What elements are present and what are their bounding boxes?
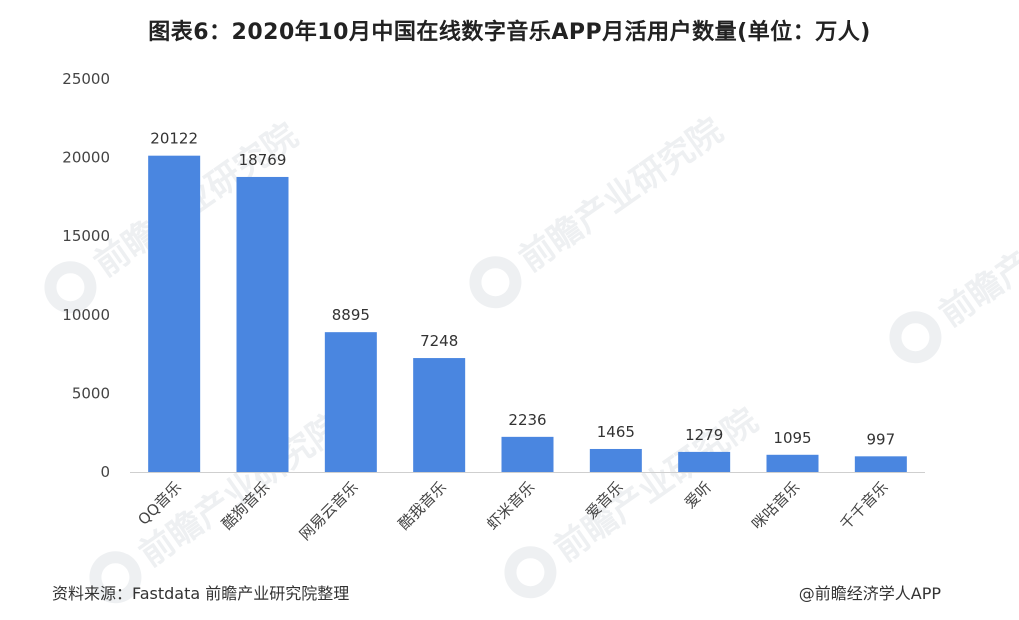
- bar: [324, 332, 377, 472]
- data-label: 20122: [150, 130, 198, 148]
- data-label: 2236: [508, 411, 546, 429]
- y-tick-label: 0: [100, 463, 110, 481]
- category-label: 酷我音乐: [395, 478, 450, 533]
- watermark-logo-hole: [56, 273, 85, 302]
- bar: [413, 358, 466, 472]
- y-tick-label: 20000: [62, 149, 110, 167]
- watermark-text: 前瞻产业研究院: [932, 166, 1019, 335]
- data-labels: 20122 18769 8895 7248 2236 1465 1279 1095 997: [150, 130, 895, 449]
- watermark-text: 前瞻产业研究院: [512, 111, 730, 280]
- data-label: 7248: [420, 332, 458, 350]
- bar: [589, 448, 642, 472]
- data-label: 997: [867, 430, 896, 448]
- watermark-logo-hole: [901, 323, 930, 352]
- y-tick-label: 10000: [62, 306, 110, 324]
- source-note: 资料来源：Fastdata 前瞻产业研究院整理: [52, 584, 350, 603]
- watermark-logo-hole: [101, 563, 130, 592]
- category-label: 千千音乐: [836, 478, 891, 533]
- bar: [766, 454, 819, 472]
- y-tick-label: 25000: [62, 70, 110, 88]
- bar: [678, 451, 731, 472]
- credit-note: @前瞻经济学人APP: [798, 584, 941, 603]
- y-axis: 0 5000 10000 15000 20000 25000: [62, 70, 110, 481]
- category-label: 网易云音乐: [296, 478, 362, 544]
- data-label: 8895: [332, 306, 370, 324]
- watermark-logo-hole: [481, 268, 510, 297]
- watermark-text: 前瞻产业研究院: [547, 401, 765, 570]
- bar: [501, 436, 554, 472]
- data-label: 1095: [773, 429, 811, 447]
- data-label: 18769: [239, 151, 287, 169]
- y-tick-label: 5000: [72, 384, 110, 402]
- category-label: 咪咕音乐: [748, 478, 803, 533]
- data-label: 1279: [685, 426, 723, 444]
- watermark-stamp: 前瞻产业研究院: [469, 111, 730, 309]
- bar: [148, 155, 201, 472]
- data-label: 1465: [597, 423, 635, 441]
- watermark-logo-hole: [516, 558, 545, 587]
- bar: [236, 176, 289, 472]
- watermark-stamp: 前瞻产业研究院: [889, 166, 1019, 364]
- bar-series: [148, 155, 907, 472]
- y-tick-label: 15000: [62, 227, 110, 245]
- chart-title: 图表6：2020年10月中国在线数字音乐APP月活用户数量(单位：万人): [148, 20, 871, 45]
- bar: [854, 456, 907, 472]
- category-label: 虾米音乐: [483, 478, 538, 533]
